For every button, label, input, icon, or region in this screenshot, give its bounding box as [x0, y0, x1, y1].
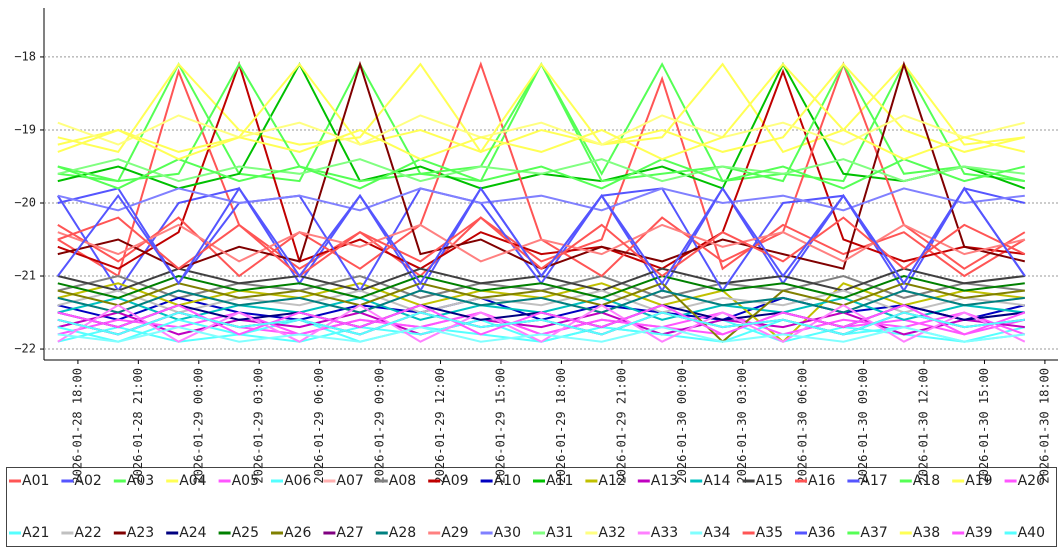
legend-label: A05	[232, 473, 259, 489]
legend-label: A15	[756, 473, 783, 489]
series-line	[57, 274, 1025, 299]
x-tick-label: 2026-01-30 15:00	[977, 368, 991, 484]
legend-label: A38	[913, 525, 940, 541]
x-tick-label: 2026-01-30 00:00	[675, 368, 689, 484]
x-tick-label: 2026-01-29 06:00	[312, 368, 326, 484]
x-tick-label: 2026-01-29 21:00	[614, 368, 628, 484]
series-line	[57, 187, 1025, 212]
legend-label: A39	[965, 525, 992, 541]
legend-label: A03	[127, 473, 154, 489]
legend-label: A22	[74, 525, 101, 541]
series-line	[57, 158, 1026, 190]
y-tick-label: −22	[14, 342, 36, 356]
legend-label: A34	[703, 525, 730, 541]
legend-label: A27	[336, 525, 363, 541]
x-tick-label: 2026-01-29 15:00	[493, 368, 507, 484]
legend-label: A09	[441, 473, 468, 489]
legend-label: A06	[284, 473, 311, 489]
legend-label: A37	[860, 525, 887, 541]
legend-label: A28	[389, 525, 416, 541]
legend-label: A35	[756, 525, 783, 541]
legend-label: A33	[651, 525, 678, 541]
series-line	[57, 282, 1025, 344]
x-tick-label: 2026-01-30 06:00	[796, 368, 810, 484]
series-line	[57, 114, 1026, 146]
legend-label: A18	[913, 473, 940, 489]
x-tick-label: 2026-01-28 21:00	[131, 368, 145, 484]
legend-label: A40	[1018, 525, 1045, 541]
legend-label: A13	[651, 473, 678, 489]
series-line	[57, 186, 1026, 286]
legend-label: A02	[74, 473, 101, 489]
legend-label: A26	[284, 525, 311, 541]
legend-label: A32	[598, 525, 625, 541]
series-line	[57, 267, 1025, 292]
legend-label: A04	[179, 473, 206, 489]
legend-label: A30	[494, 525, 521, 541]
legend-label: A17	[860, 473, 887, 489]
legend-label: A36	[808, 525, 835, 541]
legend-label: A21	[22, 525, 49, 541]
series-line	[57, 62, 1026, 154]
series-line	[57, 326, 1025, 343]
series-line	[57, 62, 1025, 154]
x-tick-label: 2026-01-29 00:00	[191, 368, 205, 484]
legend-label: A31	[546, 525, 573, 541]
x-tick-label: 2026-01-30 12:00	[917, 368, 931, 484]
legend-label: A16	[808, 473, 835, 489]
series-line	[57, 62, 1026, 161]
legend-label: A11	[546, 473, 573, 489]
legend: A01 A02 A03 A04 A05 A06 A07 A08 A09 A10 A11 A12 A13 A…	[9, 473, 1045, 541]
series-line	[57, 223, 1026, 263]
plot-area	[44, 56, 1058, 350]
x-tick-label: 2026-01-29 09:00	[373, 368, 387, 484]
x-tick-label: 2026-01-30 03:00	[735, 368, 749, 484]
series-line	[57, 289, 1025, 314]
x-tick-label: 2026-01-29 03:00	[252, 368, 266, 484]
series-line	[57, 289, 1025, 314]
legend-label: A07	[336, 473, 363, 489]
legend-label: A19	[965, 473, 992, 489]
legend-label: A14	[703, 473, 730, 489]
series-line	[57, 61, 1025, 270]
x-tick-label: 2026-01-30 09:00	[856, 368, 870, 484]
legend-box	[6, 467, 1057, 547]
legend-label: A08	[389, 473, 416, 489]
series-line	[57, 158, 1025, 183]
y-tick-label: −18	[14, 49, 36, 63]
series-line	[57, 304, 1026, 336]
y-tick-label: −19	[14, 122, 36, 136]
legend-label: A25	[232, 525, 259, 541]
x-tick-label: 2026-01-30 18:00	[1037, 368, 1051, 484]
legend-label: A10	[494, 473, 521, 489]
x-tick-label: 2026-01-29 18:00	[554, 368, 568, 484]
x-tick-label: 2026-01-28 18:00	[70, 368, 84, 484]
y-tick-label: −20	[14, 195, 36, 209]
legend-label: A01	[22, 473, 49, 489]
x-tick-label: 2026-01-29 12:00	[433, 368, 447, 484]
legend-label: A24	[179, 525, 206, 541]
series-line	[57, 216, 1026, 278]
series-line	[57, 311, 1025, 336]
legend-label: A20	[1018, 473, 1045, 489]
y-tick-label: −21	[14, 269, 36, 283]
series-line	[57, 289, 1025, 314]
legend-label: A29	[441, 525, 468, 541]
series-line	[57, 274, 1025, 299]
legend-label: A12	[598, 473, 625, 489]
legend-label: A23	[127, 525, 154, 541]
